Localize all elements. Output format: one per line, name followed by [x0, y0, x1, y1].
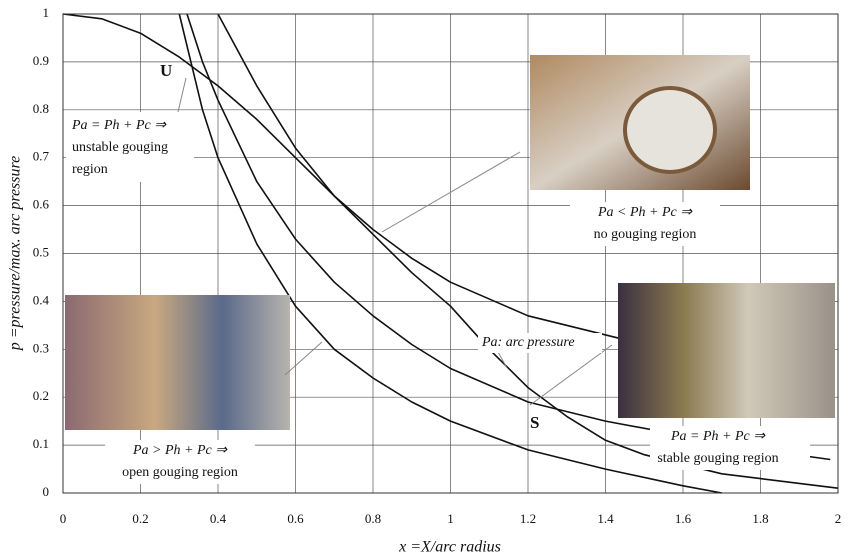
x-tick-label: 0.2 — [132, 511, 148, 526]
y-tick-label: 0.2 — [33, 388, 49, 403]
x-tick-label: 0 — [60, 511, 67, 526]
y-axis-label: p =pressure/max. arc pressure — [7, 156, 24, 351]
x-tick-label: 0.8 — [365, 511, 381, 526]
y-tick-label: 0.1 — [33, 436, 49, 451]
x-tick-label: 0.4 — [210, 511, 227, 526]
y-tick-label: 0.5 — [33, 244, 49, 259]
leader-line — [382, 152, 520, 232]
point-label: S — [530, 413, 539, 432]
annotation: region — [72, 162, 108, 177]
chart: U S Pa = Ph + Pc ⇒ unstable gouging regi… — [0, 0, 848, 558]
y-tick-label: 0.6 — [33, 197, 50, 212]
x-tick-label: 1.2 — [520, 511, 536, 526]
y-tick-label: 0.9 — [33, 53, 49, 68]
photo — [65, 295, 290, 430]
photo-detail — [625, 88, 715, 172]
point-label: U — [160, 61, 172, 80]
x-tick-label: 2 — [835, 511, 842, 526]
x-tick-label: 0.6 — [287, 511, 304, 526]
x-tick-label: 1.4 — [597, 511, 614, 526]
annotation: open gouging region — [122, 465, 238, 480]
y-tick-label: 0.8 — [33, 101, 49, 116]
annotation: unstable gouging — [72, 140, 168, 155]
annotation: stable gouging region — [657, 451, 778, 466]
leader-line — [530, 345, 612, 405]
photo — [618, 283, 835, 418]
x-tick-label: 1.8 — [752, 511, 768, 526]
x-tick-label: 1.6 — [675, 511, 692, 526]
annotation: Pa = Ph + Pc ⇒ — [71, 118, 167, 133]
y-tick-label: 0.4 — [33, 292, 50, 307]
x-tick-label: 1 — [447, 511, 454, 526]
annotation: Pa < Ph + Pc ⇒ — [597, 205, 693, 220]
x-axis-label: x =X/arc radius — [398, 539, 501, 556]
y-tick-label: 0 — [43, 484, 50, 499]
annotation: Pa: arc pressure — [481, 335, 575, 350]
annotation: Pa > Ph + Pc ⇒ — [132, 443, 228, 458]
y-tick-label: 1 — [43, 5, 50, 20]
annotation: no gouging region — [594, 227, 697, 242]
annotation: Pa = Ph + Pc ⇒ — [670, 429, 766, 444]
leader-line — [285, 342, 322, 375]
y-tick-label: 0.7 — [33, 149, 50, 164]
leader-line — [178, 78, 186, 112]
y-tick-label: 0.3 — [33, 340, 49, 355]
